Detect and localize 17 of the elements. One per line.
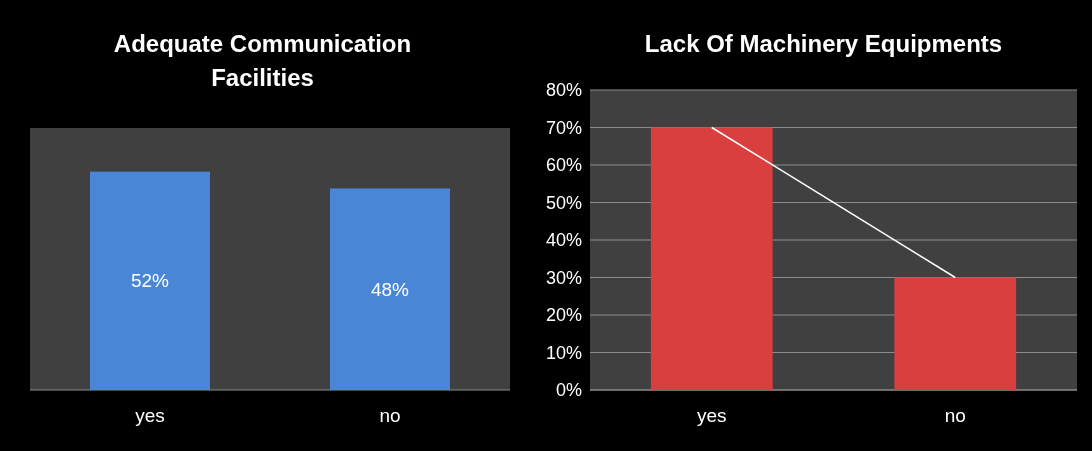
data-label: 48% [370,278,410,300]
y-tick-label: 40% [545,230,582,251]
y-tick-label: 80% [545,80,582,101]
data-label: 52% [130,270,170,292]
y-tick-label: 70% [545,117,582,138]
y-tick-label: 30% [545,267,582,288]
y-tick-label: 60% [545,155,582,176]
x-tick-label: yes [696,405,727,426]
y-tick-label: 50% [545,192,582,213]
chart-title: Lack Of Machinery Equipments [644,30,1003,57]
y-tick-label: 20% [545,305,582,326]
x-tick-label: no [379,405,401,426]
y-tick-label: 0% [555,380,582,401]
x-tick-label: no [944,405,966,426]
chart-title: Adequate Communication Facilities [113,30,412,91]
x-tick-label: yes [135,405,165,426]
y-tick-label: 10% [545,342,582,363]
